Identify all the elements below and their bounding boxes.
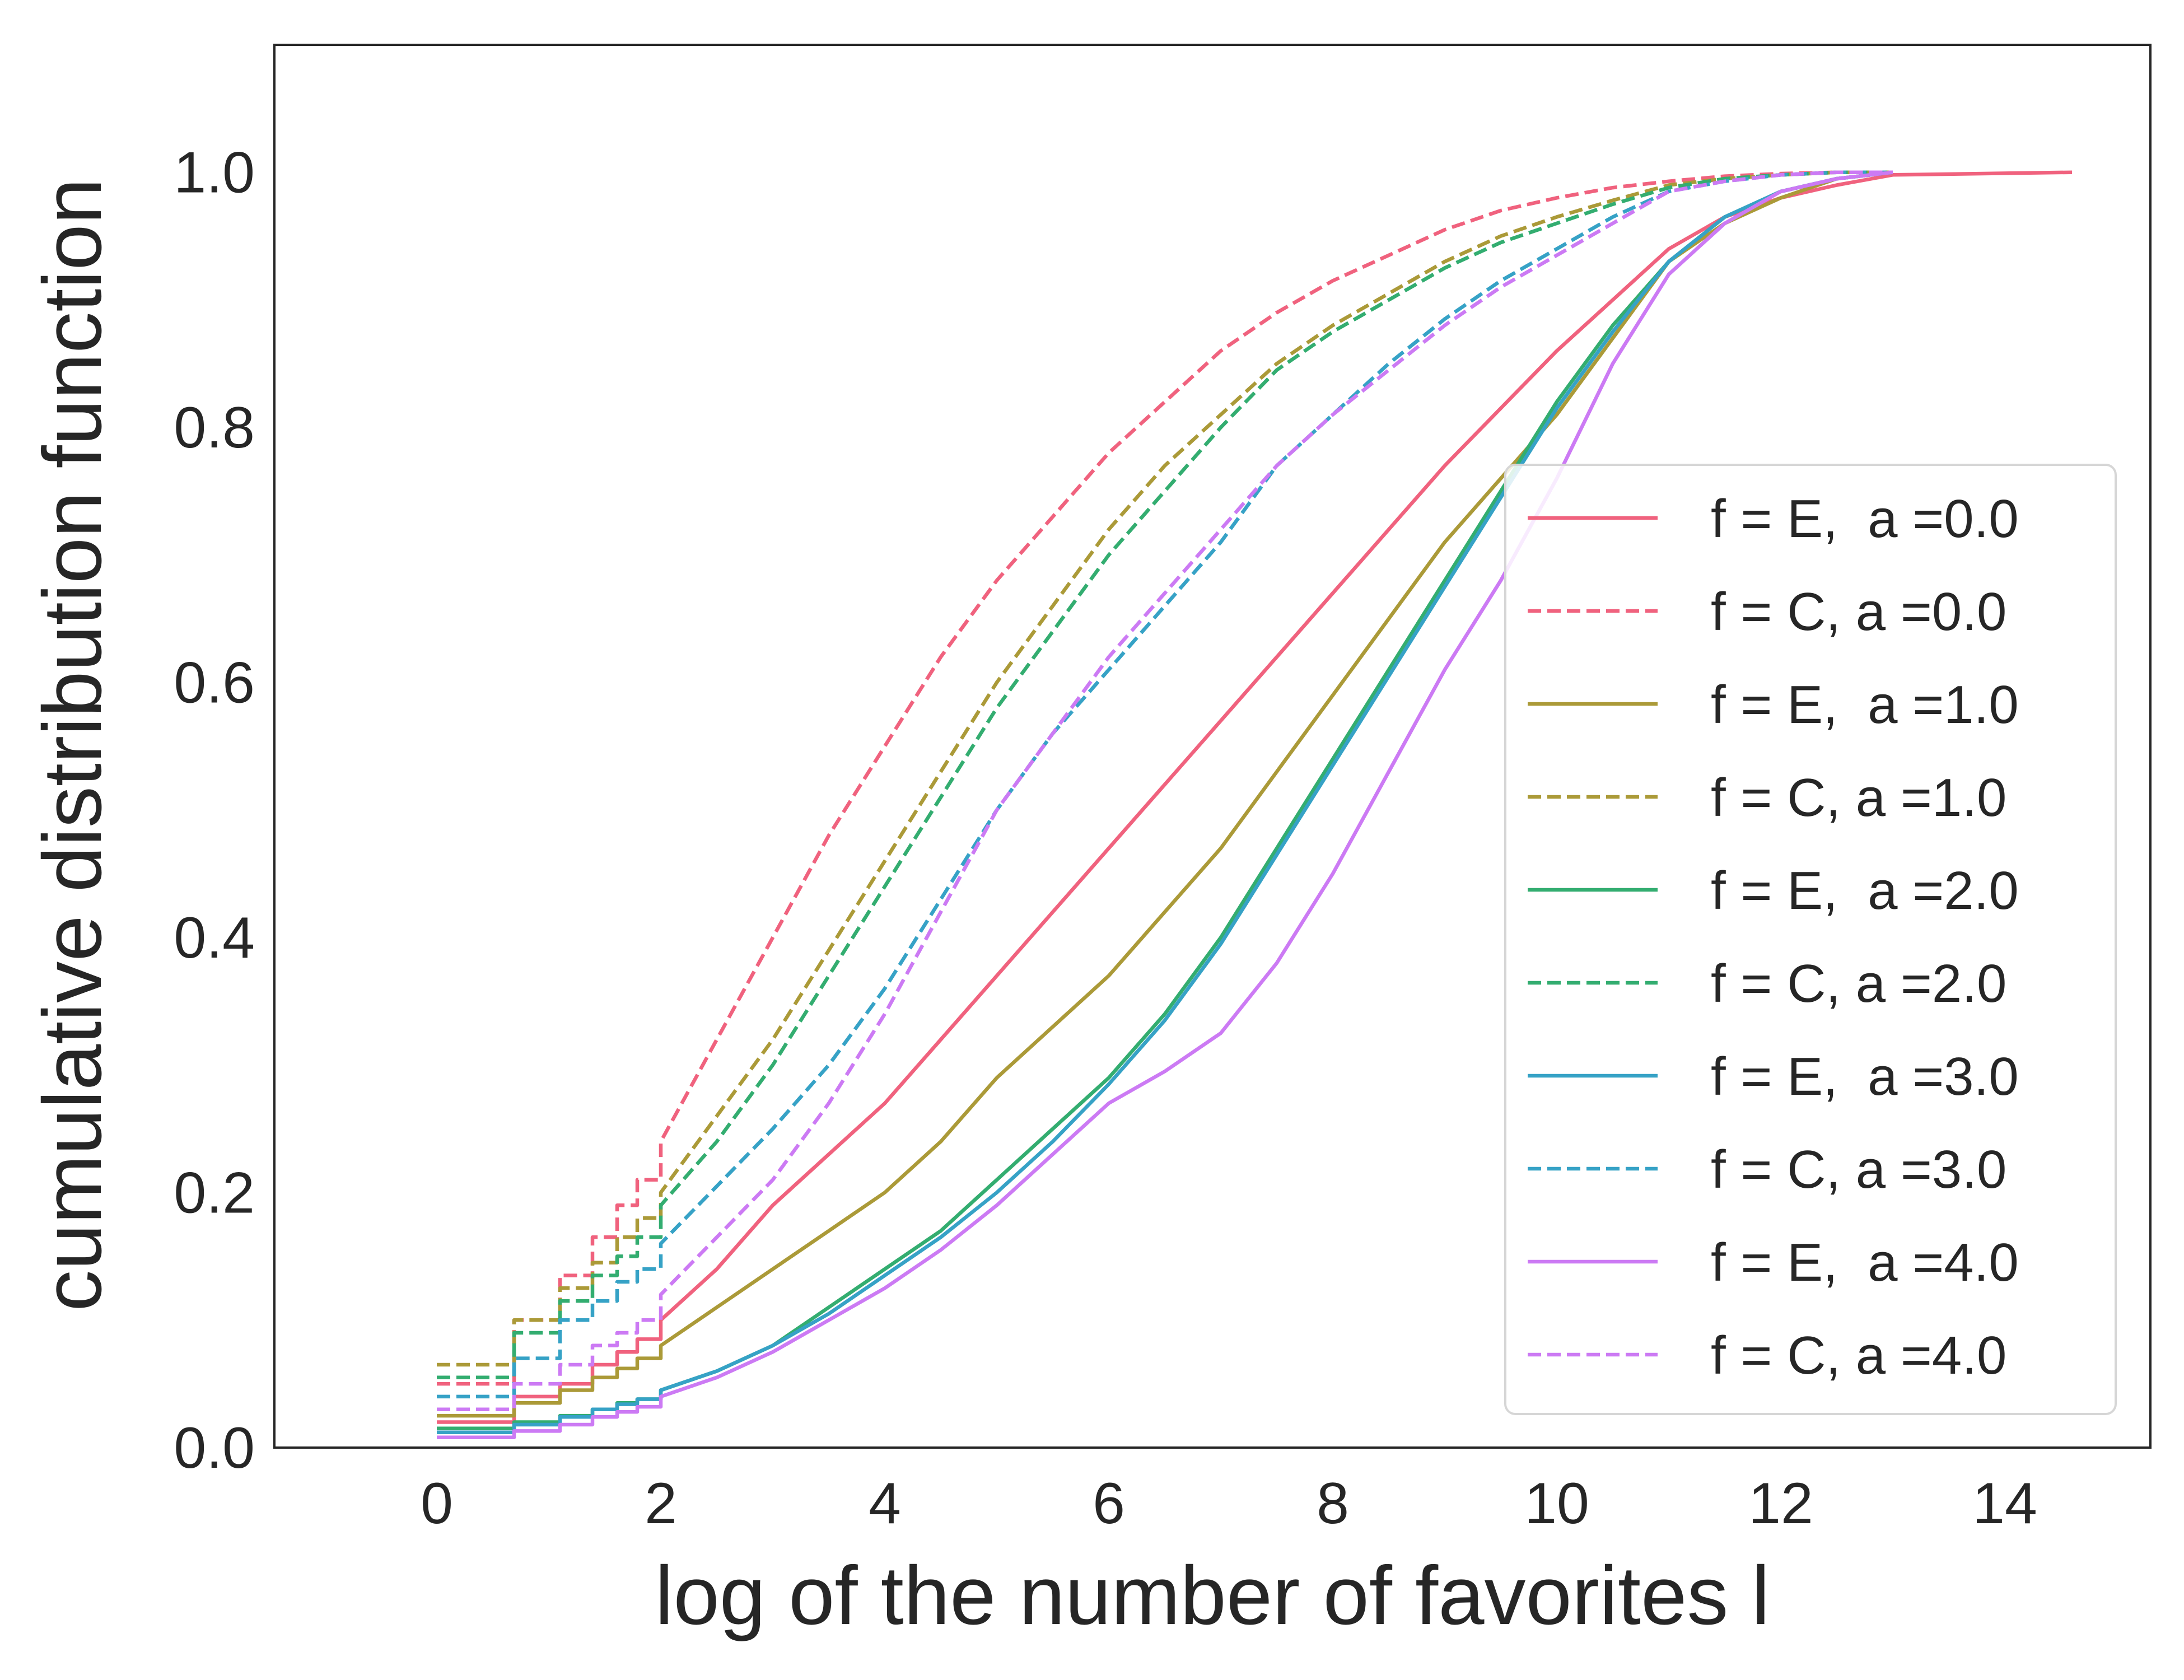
y-tick-label-0-8: 0.8 <box>174 395 255 460</box>
series-line-f-e-a-1-0 <box>437 170 1893 1418</box>
series-line-f-e-a-3-0 <box>437 170 1893 1434</box>
legend-label: f = C, a =4.0 <box>1711 1326 2006 1385</box>
legend-item-f-e-a-0-0: f = E, a =0.0 <box>1528 489 2019 549</box>
x-axis-ticks: 0 2 4 6 8 10 12 14 <box>421 1471 2037 1536</box>
x-tick-label-6: 6 <box>1093 1471 1125 1536</box>
legend-label: f = E, a =3.0 <box>1711 1047 2019 1107</box>
legend-item-f-e-a-1-0: f = E, a =1.0 <box>1528 675 2019 735</box>
y-tick-label-0-6: 0.6 <box>174 651 255 716</box>
y-axis-title: cumulative distribution function <box>26 178 119 1312</box>
legend-item-f-e-a-3-0: f = E, a =3.0 <box>1528 1047 2019 1107</box>
x-axis-title: log of the number of favorites l <box>655 1550 1770 1642</box>
legend-label: f = E, a =0.0 <box>1711 489 2019 549</box>
series-line-f-e-a-0-0 <box>437 170 2073 1424</box>
series-line-f-c-a-0-0 <box>437 170 1893 1386</box>
legend-items: f = E, a =0.0 f = C, a =0.0 f = E, a =1.0 f… <box>1528 489 2019 1385</box>
legend-frame <box>1504 464 2117 1415</box>
plot-frame <box>273 44 2152 1449</box>
x-tick-label-10: 10 <box>1524 1471 1589 1536</box>
legend-item-f-c-a-0-0: f = C, a =0.0 <box>1528 582 2006 642</box>
legend: f = E, a =0.0 f = C, a =0.0 f = E, a =1.0 f… <box>1504 464 2117 1415</box>
series-line-f-c-a-2-0 <box>437 170 1893 1380</box>
y-axis-ticks: 0.0 0.2 0.4 0.6 0.8 1.0 <box>174 141 255 1481</box>
series-line-f-c-a-4-0 <box>437 170 1893 1411</box>
legend-label: f = E, a =2.0 <box>1711 861 2019 921</box>
legend-item-f-c-a-4-0: f = C, a =4.0 <box>1528 1326 2006 1385</box>
legend-label: f = C, a =1.0 <box>1711 768 2006 828</box>
series-layer <box>437 170 2073 1440</box>
series-line-f-e-a-4-0 <box>437 170 1893 1440</box>
x-tick-label-12: 12 <box>1748 1471 1813 1536</box>
x-tick-label-2: 2 <box>645 1471 677 1536</box>
x-tick-label-8: 8 <box>1317 1471 1349 1536</box>
legend-item-f-e-a-2-0: f = E, a =2.0 <box>1528 861 2019 921</box>
series-line-f-c-a-3-0 <box>437 170 1893 1399</box>
legend-label: f = C, a =0.0 <box>1711 582 2006 642</box>
x-tick-label-4: 4 <box>869 1471 901 1536</box>
x-tick-label-0: 0 <box>421 1471 453 1536</box>
legend-item-f-c-a-3-0: f = C, a =3.0 <box>1528 1140 2006 1200</box>
y-tick-label-0: 0.0 <box>174 1416 255 1481</box>
legend-label: f = C, a =2.0 <box>1711 954 2006 1014</box>
legend-label: f = E, a =1.0 <box>1711 675 2019 735</box>
y-tick-label-0-4: 0.4 <box>174 906 255 970</box>
legend-item-f-c-a-2-0: f = C, a =2.0 <box>1528 954 2006 1014</box>
legend-label: f = C, a =3.0 <box>1711 1140 2006 1200</box>
y-tick-label-0-2: 0.2 <box>174 1161 255 1226</box>
x-tick-label-14: 14 <box>1972 1471 2037 1536</box>
series-line-f-c-a-1-0 <box>437 170 1893 1367</box>
legend-item-f-c-a-1-0: f = C, a =1.0 <box>1528 768 2006 828</box>
legend-label: f = E, a =4.0 <box>1711 1233 2019 1292</box>
y-tick-label-1: 1.0 <box>174 141 255 206</box>
legend-item-f-e-a-4-0: f = E, a =4.0 <box>1528 1233 2019 1292</box>
